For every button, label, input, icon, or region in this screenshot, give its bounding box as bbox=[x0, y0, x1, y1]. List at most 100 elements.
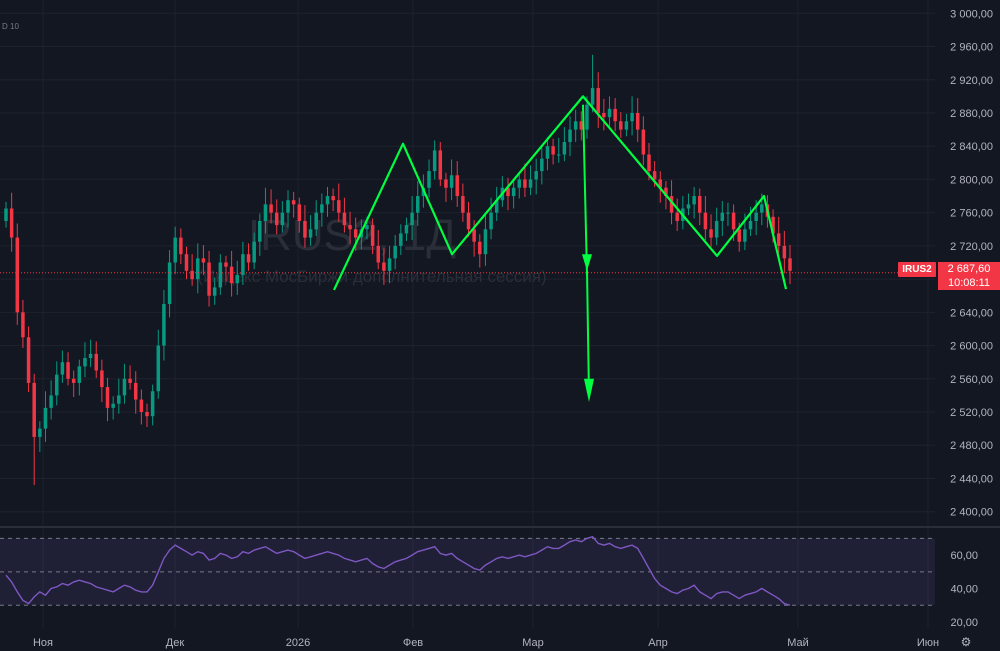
y-tick-label: 2 560,00 bbox=[950, 374, 993, 386]
candle-body bbox=[393, 245, 397, 259]
x-tick-label: Дек bbox=[166, 637, 185, 649]
target-arrow-lower-head bbox=[584, 378, 594, 403]
candle-body bbox=[179, 237, 183, 255]
target-arrow-lower bbox=[586, 270, 590, 396]
candle-body bbox=[771, 216, 775, 234]
rsi-line bbox=[5, 535, 791, 606]
x-tick-label: Апр bbox=[648, 637, 667, 649]
candle-body bbox=[190, 270, 194, 280]
candle-body bbox=[370, 225, 375, 246]
candle-body bbox=[145, 412, 149, 417]
last-price: 2 687,60 bbox=[947, 263, 991, 275]
candle-body bbox=[15, 237, 20, 313]
candle-body bbox=[325, 196, 330, 205]
x-tick-label: Мар bbox=[522, 637, 544, 649]
candle-body bbox=[314, 212, 318, 230]
candle-body bbox=[686, 204, 691, 209]
candle-body bbox=[128, 378, 132, 383]
countdown: 10:08:11 bbox=[947, 277, 990, 289]
candle-body bbox=[297, 204, 302, 221]
candle-body bbox=[382, 262, 386, 271]
candle-body bbox=[32, 382, 36, 437]
candle-body bbox=[410, 212, 414, 226]
candle-body bbox=[472, 229, 476, 242]
candle-body bbox=[9, 208, 14, 238]
candle-body bbox=[66, 362, 70, 379]
candle-body bbox=[596, 88, 600, 113]
candle-body bbox=[506, 187, 510, 197]
candle-body bbox=[556, 154, 561, 156]
candle-body bbox=[212, 287, 217, 296]
y-tick-label: 2 840,00 bbox=[950, 141, 993, 153]
candle-body bbox=[274, 212, 279, 226]
x-tick-label: Ноя bbox=[33, 637, 53, 649]
candle-body bbox=[534, 171, 538, 180]
candle-body bbox=[43, 407, 48, 429]
candle-body bbox=[427, 171, 431, 188]
candle-body bbox=[258, 220, 262, 242]
candle-body bbox=[77, 366, 82, 383]
candle-body bbox=[573, 121, 578, 130]
candle-body bbox=[698, 196, 702, 213]
candle-body bbox=[545, 146, 550, 159]
candle-body bbox=[269, 204, 273, 213]
candle-body bbox=[122, 378, 127, 396]
watermark-subtitle: (Индекс МосБиржи дополнительная сессия) bbox=[197, 267, 546, 286]
candle-body bbox=[387, 258, 392, 271]
y-tick-label: 2 520,00 bbox=[950, 407, 993, 419]
candle-body bbox=[613, 108, 617, 122]
target-arrow-upper-head bbox=[582, 254, 592, 271]
candle-body bbox=[376, 245, 381, 263]
candle-body bbox=[365, 225, 369, 230]
pane-separator bbox=[0, 526, 1000, 528]
head-shoulders-pattern bbox=[333, 95, 788, 291]
candle-body bbox=[331, 196, 335, 201]
candle-body bbox=[743, 229, 747, 242]
candle-body bbox=[455, 175, 459, 197]
y-tick-label: 2 480,00 bbox=[950, 440, 993, 452]
candle-body bbox=[737, 229, 741, 242]
candle-body bbox=[528, 179, 533, 188]
candle-body bbox=[748, 220, 753, 230]
candle-body bbox=[105, 387, 110, 408]
y-tick-label: 2 760,00 bbox=[950, 208, 993, 220]
candle-body bbox=[252, 241, 256, 263]
candle-body bbox=[88, 353, 93, 359]
candle-body bbox=[139, 399, 144, 413]
candle-body bbox=[280, 212, 285, 226]
candle-body bbox=[117, 395, 121, 404]
candle-body bbox=[461, 196, 465, 213]
candle-body bbox=[4, 208, 8, 221]
candle-body bbox=[669, 196, 674, 213]
rsi-tick-label: 60,00 bbox=[950, 550, 978, 562]
y-tick-label: 2 600,00 bbox=[950, 341, 993, 353]
candle-body bbox=[782, 245, 787, 259]
candle-body bbox=[342, 212, 347, 226]
candle-body bbox=[83, 358, 87, 367]
candle-body bbox=[692, 196, 696, 205]
candle-body bbox=[551, 146, 555, 155]
candle-body bbox=[353, 229, 358, 238]
candle-body bbox=[647, 154, 651, 172]
candle-body bbox=[133, 382, 138, 400]
candle-body bbox=[196, 258, 200, 280]
candle-body bbox=[602, 112, 606, 118]
candle-body bbox=[652, 171, 657, 180]
candle-body bbox=[731, 212, 736, 230]
y-tick-label: 2 920,00 bbox=[950, 75, 993, 87]
candle-body bbox=[511, 187, 516, 197]
candle-body bbox=[235, 274, 240, 284]
candle-body bbox=[568, 129, 572, 143]
settings-gear-icon[interactable]: ⚙ bbox=[960, 635, 972, 649]
candle-body bbox=[55, 374, 59, 396]
y-tick-label: 2 960,00 bbox=[950, 42, 993, 54]
x-tick-label: 2026 bbox=[286, 637, 310, 649]
candle-body bbox=[246, 254, 251, 263]
candle-body bbox=[489, 212, 493, 230]
candle-body bbox=[703, 212, 708, 230]
candle-body bbox=[540, 158, 544, 172]
candle-body bbox=[100, 370, 104, 388]
x-tick-label: Май bbox=[787, 637, 809, 649]
candle-body bbox=[641, 129, 646, 155]
